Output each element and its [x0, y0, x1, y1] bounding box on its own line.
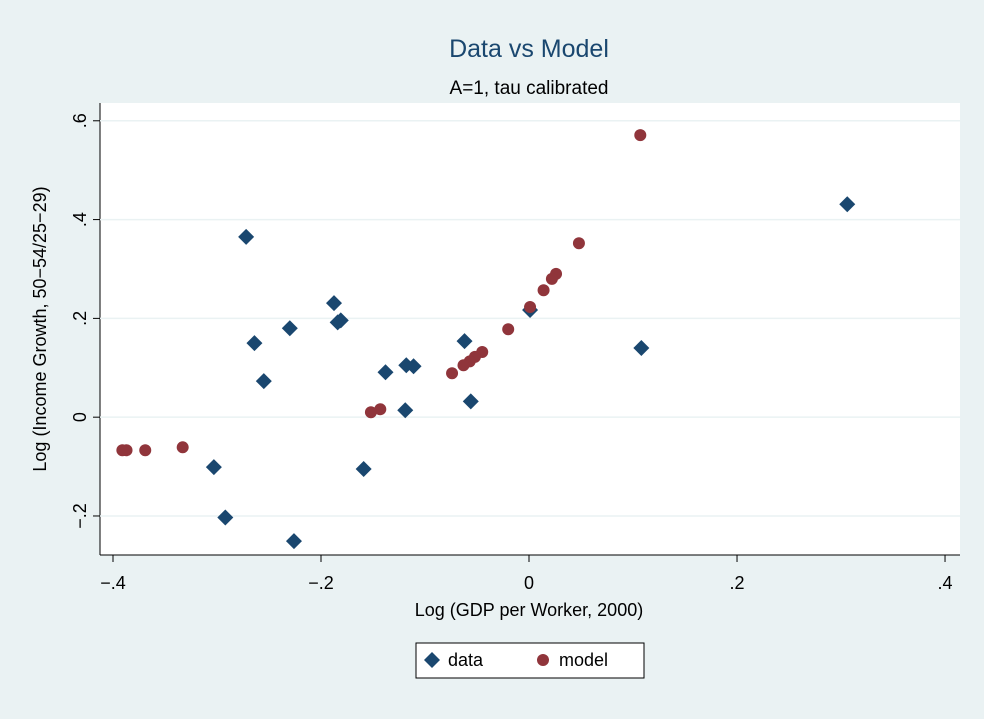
- plot-area: [100, 103, 960, 555]
- point: [217, 509, 234, 526]
- point: [456, 333, 473, 350]
- point: [524, 301, 537, 314]
- point: [176, 441, 189, 454]
- point: [355, 461, 372, 478]
- point: [364, 406, 377, 419]
- point: [502, 323, 515, 336]
- legend-label: model: [559, 650, 608, 670]
- y-tick-label: .6: [70, 113, 90, 128]
- point: [446, 367, 459, 380]
- point: [246, 335, 263, 352]
- point: [839, 196, 856, 213]
- point: [238, 228, 255, 245]
- y-tick-label: .4: [70, 212, 90, 227]
- point: [374, 403, 387, 416]
- x-axis-title: Log (GDP per Worker, 2000): [415, 600, 643, 620]
- legend-label: data: [448, 650, 484, 670]
- point: [405, 358, 422, 375]
- point: [377, 364, 394, 381]
- point: [397, 402, 414, 419]
- point: [332, 312, 349, 329]
- y-tick-label: −.2: [70, 503, 90, 529]
- y-axis-title: Log (Income Growth, 50−54/25−29): [30, 186, 50, 471]
- point: [462, 393, 479, 410]
- point: [139, 444, 152, 457]
- x-tick-label: 0: [524, 573, 534, 593]
- point: [205, 459, 222, 476]
- legend-marker: [537, 654, 549, 666]
- x-tick-label: .4: [938, 573, 953, 593]
- point: [255, 373, 272, 390]
- legend: [415, 642, 645, 679]
- x-tick-label: −.2: [308, 573, 334, 593]
- point: [326, 295, 343, 312]
- chart-subtitle: A=1, tau calibrated: [450, 78, 609, 99]
- legend-marker: [424, 652, 440, 668]
- point: [545, 272, 558, 285]
- x-tick-label: −.4: [100, 573, 126, 593]
- point: [457, 359, 470, 372]
- point: [634, 129, 647, 142]
- x-tick-label: .2: [730, 573, 745, 593]
- point: [281, 320, 298, 337]
- point: [116, 444, 129, 457]
- y-tick-label: .2: [70, 311, 90, 326]
- y-tick-label: 0: [70, 412, 90, 422]
- chart-title: Data vs Model: [449, 35, 609, 63]
- point: [285, 533, 302, 550]
- point: [537, 284, 550, 297]
- point: [633, 340, 650, 357]
- point: [572, 237, 585, 250]
